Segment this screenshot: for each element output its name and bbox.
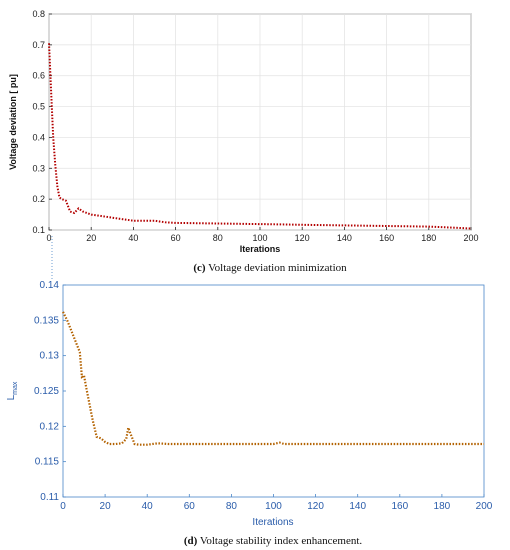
x-axis-label-d: Iterations (252, 517, 293, 528)
x-tick-label: 60 (184, 501, 196, 512)
x-tick-label: 160 (391, 501, 408, 512)
x-tick-label: 20 (86, 233, 96, 243)
y-tick-label: 0.4 (32, 132, 45, 142)
x-tick-label: 180 (434, 501, 451, 512)
x-tick-label: 140 (337, 233, 352, 243)
x-tick-label: 100 (252, 233, 267, 243)
caption-letter-c: (c) (193, 262, 206, 274)
x-tick-label: 20 (100, 501, 112, 512)
x-tick-label: 180 (421, 233, 436, 243)
y-ticks-d: 0.11 0.115 0.12 0.125 0.13 0.135 0.14 (34, 280, 66, 503)
y-axis-label-main-d: L (6, 394, 17, 400)
x-tick-label: 100 (265, 501, 282, 512)
caption-c: (c) Voltage deviation minimization (193, 262, 347, 274)
y-tick-label: 0.6 (32, 71, 45, 81)
y-tick-label: 0.5 (32, 102, 45, 112)
x-tick-label: 120 (307, 501, 324, 512)
plot-area-d (62, 284, 485, 498)
x-tick-label: 40 (128, 233, 138, 243)
y-ticks-c: 0.1 0.2 0.3 0.4 0.5 0.6 0.7 0.8 (32, 9, 52, 235)
x-axis-label-c: Iterations (240, 244, 281, 254)
y-tick-label: 0.125 (34, 386, 59, 397)
y-tick-label: 0.2 (32, 194, 45, 204)
x-tick-label: 40 (142, 501, 154, 512)
x-tick-label: 0 (46, 233, 51, 243)
y-tick-label: 0.115 (35, 457, 60, 468)
y-tick-label: 0.13 (40, 351, 60, 362)
chart-voltage-deviation: 0.1 0.2 0.3 0.4 0.5 0.6 0.7 0.8 0 20 40 60 80 100 120… (8, 9, 479, 280)
y-axis-label-d: Lmax (6, 381, 19, 400)
y-tick-label: 0.3 (32, 163, 45, 173)
caption-letter-d: (d) (184, 535, 198, 547)
series-line-c (48, 43, 472, 230)
x-tick-label: 0 (60, 501, 66, 512)
caption-text-d: Voltage stability index enhancement. (197, 535, 362, 547)
x-tick-label: 80 (213, 233, 223, 243)
y-tick-label: 0.8 (32, 9, 45, 19)
x-tick-label: 120 (295, 233, 310, 243)
y-tick-label: 0.7 (32, 40, 45, 50)
y-axis-label-c: Voltage deviation [ pu] (8, 74, 18, 170)
y-tick-label: 0.135 (34, 315, 59, 326)
chart-voltage-stability: 0.11 0.115 0.12 0.125 0.13 0.135 0.14 0 20 40 60 8… (6, 280, 493, 547)
y-tick-label: 0.12 (40, 421, 60, 432)
x-tick-label: 160 (379, 233, 394, 243)
x-ticks-c: 0 20 40 60 80 100 120 140 160 180 200 (46, 227, 479, 243)
caption-text-c: Voltage deviation minimization (206, 262, 348, 274)
x-tick-label: 140 (349, 501, 366, 512)
x-tick-label: 200 (463, 233, 478, 243)
x-tick-label: 80 (226, 501, 238, 512)
y-tick-label: 0.14 (40, 280, 60, 291)
y-axis-label-sub-d: max (12, 381, 19, 395)
y-tick-label: 0.1 (32, 225, 45, 235)
caption-d: (d) Voltage stability index enhancement. (184, 535, 363, 547)
x-tick-label: 60 (171, 233, 181, 243)
y-tick-label: 0.11 (40, 492, 59, 503)
x-tick-label: 200 (476, 501, 493, 512)
x-ticks-d: 0 20 40 60 80 100 120 140 160 180 200 (60, 494, 493, 512)
